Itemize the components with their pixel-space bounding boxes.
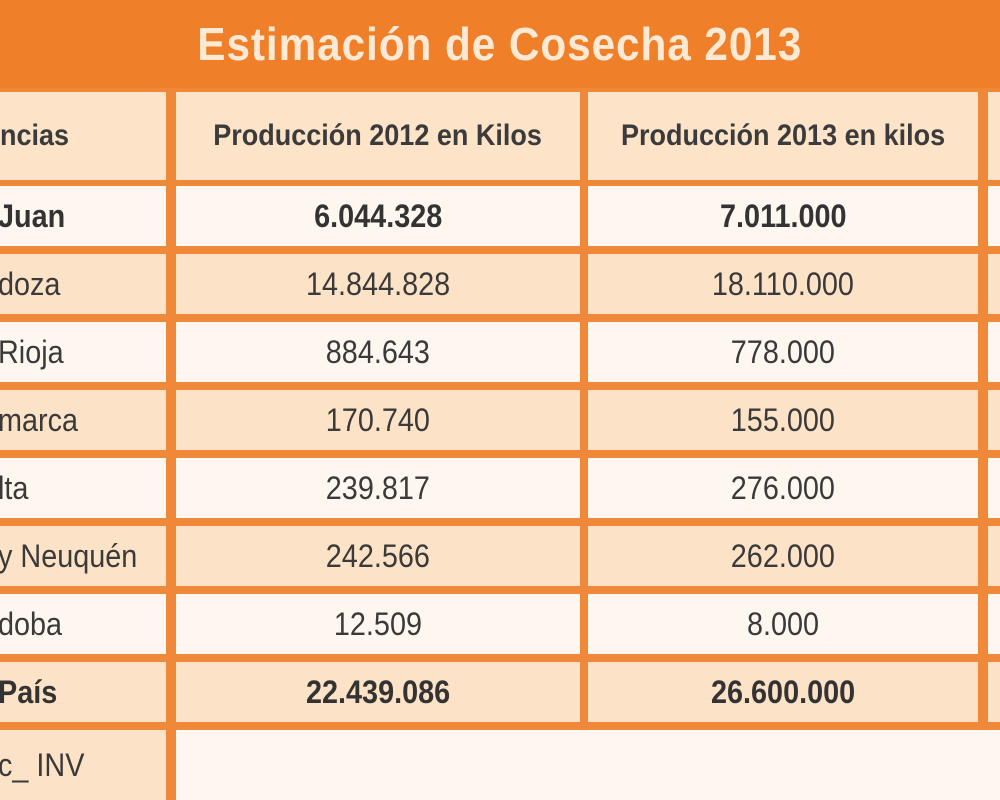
table-row-p2012: 22.439.086 [176,662,580,722]
table-row-p2012: 6.044.328 [176,186,580,246]
title-bar: Estimación de Cosecha 2013 [0,0,1000,88]
table-row-province: Juan [0,186,166,246]
source-label: c_ INV [0,746,85,783]
table-row-extra [988,594,1000,654]
table-row-p2012: 14.844.828 [176,254,580,314]
table-row-p2013: 276.000 [588,458,978,518]
table-row-p2012: 239.817 [176,458,580,518]
table-row-province: País [0,662,166,722]
table-row-province: y Neuquén [0,526,166,586]
table-row-province: lta [0,458,166,518]
table-row-extra [988,322,1000,382]
table-row-p2013: 18.110.000 [588,254,978,314]
table-row-extra [988,254,1000,314]
table-row-extra [988,662,1000,722]
table-row-extra [988,526,1000,586]
table-row-p2013: 8.000 [588,594,978,654]
header-extra [988,92,1000,180]
header-production-2013: Producción 2013 en kilos [588,92,978,180]
header-provinces-label: ncias [0,119,70,152]
table-row-p2013: 7.011.000 [588,186,978,246]
table-row-extra [988,186,1000,246]
header-production-2013-label: Producción 2013 en kilos [620,119,946,152]
table-row-p2012: 170.740 [176,390,580,450]
page-title: Estimación de Cosecha 2013 [197,18,803,70]
table-row-extra [988,390,1000,450]
table-row-p2012: 12.509 [176,594,580,654]
header-production-2012: Producción 2012 en Kilos [176,92,580,180]
table-row-province: marca [0,390,166,450]
table-row-extra [988,458,1000,518]
footer-blank [176,730,1000,800]
table-row-p2013: 262.000 [588,526,978,586]
table-row-p2013: 26.600.000 [588,662,978,722]
table-row-province: Rioja [0,322,166,382]
table-row-p2012: 242.566 [176,526,580,586]
header-production-2012-label: Producción 2012 en Kilos [213,119,543,152]
table-row-province: doba [0,594,166,654]
header-provinces: ncias [0,92,166,180]
table-row-p2013: 155.000 [588,390,978,450]
table-row-p2012: 884.643 [176,322,580,382]
source-cell: c_ INV [0,730,166,800]
table-row-province: doza [0,254,166,314]
table-row-p2013: 778.000 [588,322,978,382]
